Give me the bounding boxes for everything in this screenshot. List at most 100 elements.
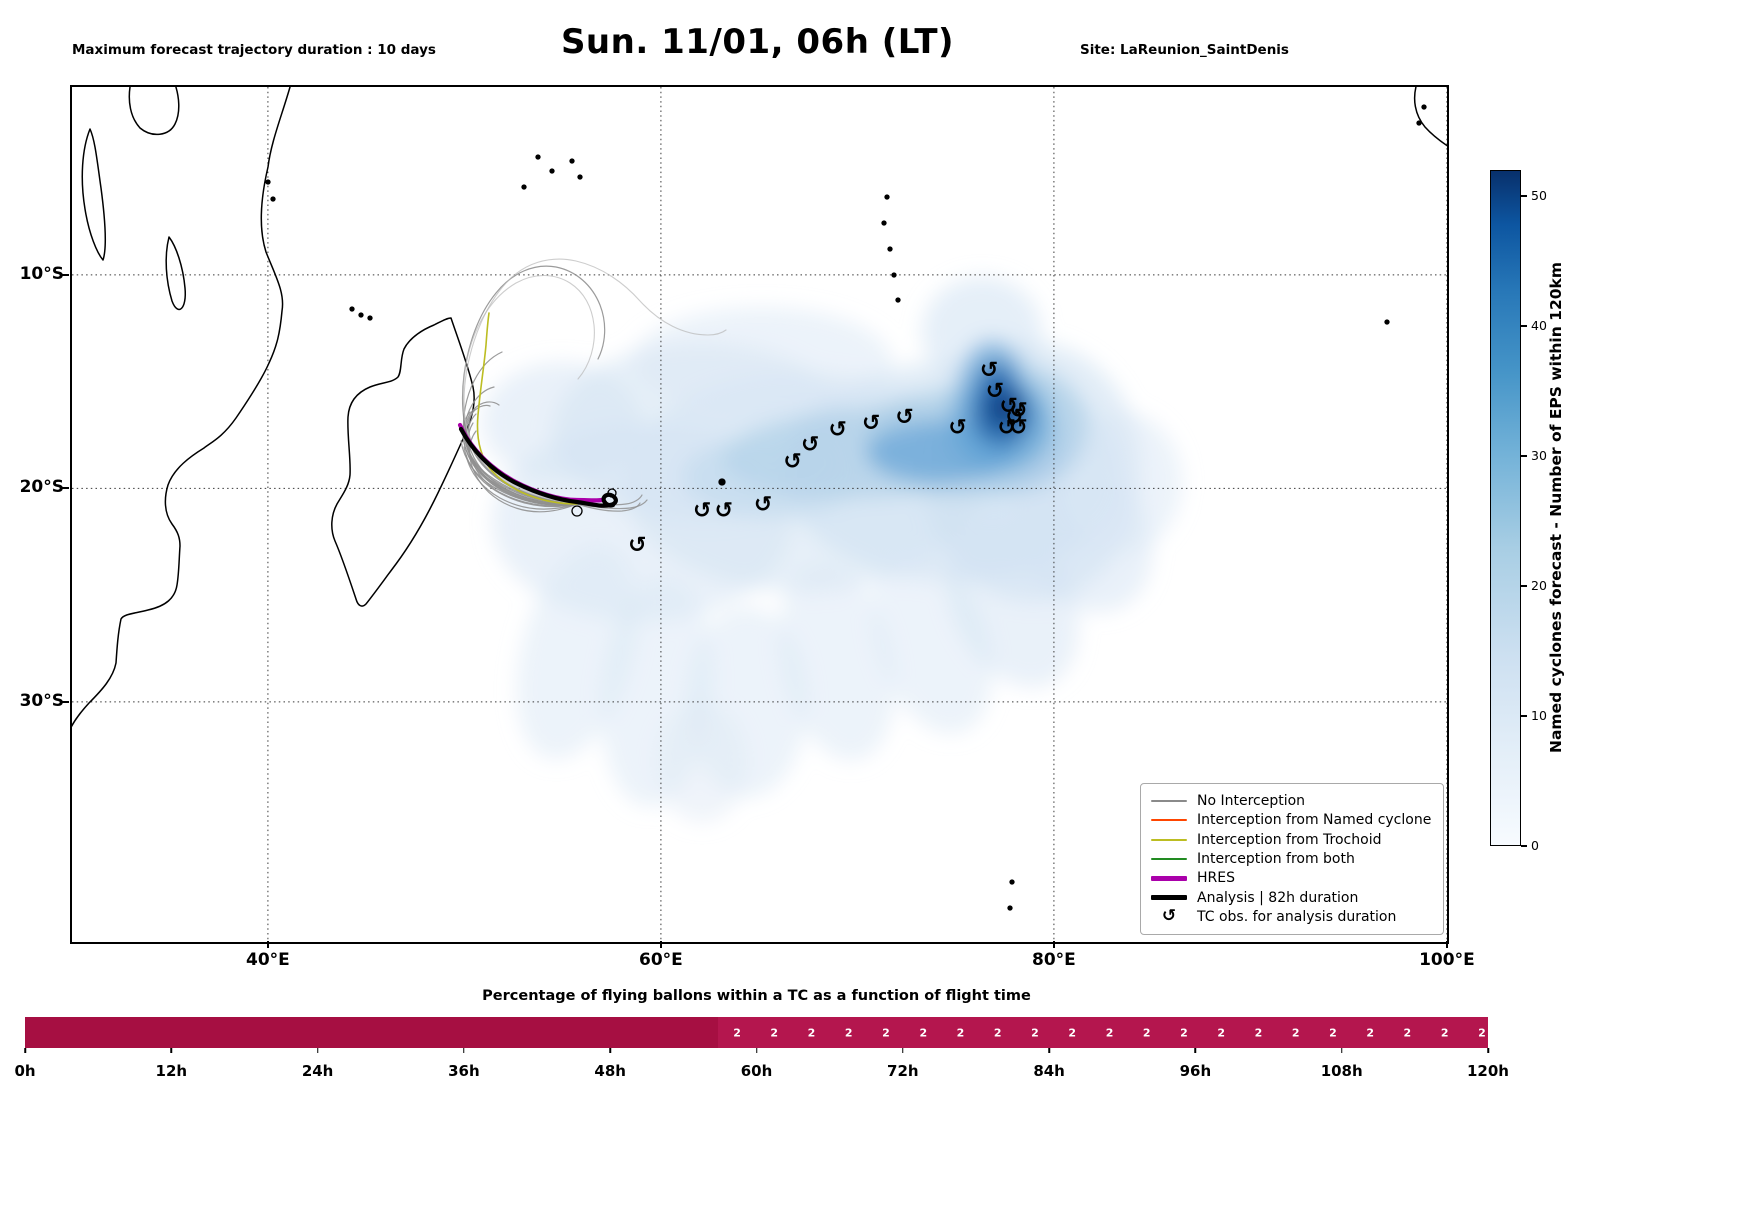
legend-line-sample [1151,875,1187,881]
hour-tick-label: 0h [14,1062,36,1080]
hour-tick-mark [1487,1048,1489,1053]
islet [358,312,364,318]
trajectory-layer [457,258,727,513]
legend-line-sample [1151,819,1187,822]
legend-line-sample [1151,857,1187,860]
map-svg: ↺↺ ↺ ↺↺↺↺ ↺ ↺ ↺↺↺↺↺↺↺↺ [72,87,1447,942]
legend-entry: ↺ TC obs. for analysis duration [1151,908,1433,926]
density-blob [682,437,862,517]
coastline [72,87,291,728]
colorbar-tick-mark [1521,715,1527,717]
bar-value-label: 2 [770,1026,779,1039]
hour-tick-label: 12h [155,1062,188,1080]
islet [884,194,890,200]
colorbar-gradient [1490,170,1521,846]
legend-entry: Analysis | 82h duration [1151,889,1433,907]
legend-entry: No Interception [1151,792,1433,810]
hour-tick-label: 120h [1467,1062,1509,1080]
hour-tick-label: 72h [887,1062,919,1080]
legend-line-sample [1151,857,1187,860]
legend-entry: Interception from both [1151,850,1433,868]
islet [577,174,583,180]
lat-label: 20°S [19,477,64,498]
tc-obs-marker: ↺ [999,394,1017,419]
timebar-right-segment [718,1017,1488,1048]
lon-tick-mark [659,941,662,948]
lon-tick-mark [1445,941,1448,948]
coastline [165,236,187,311]
colorbar-tick-label: 0 [1531,838,1539,853]
legend-entry-label: TC obs. for analysis duration [1197,908,1397,925]
coastline [128,87,180,136]
hour-tick-label: 36h [448,1062,480,1080]
islet [891,272,897,278]
islet [718,478,726,486]
legend-entry-label: No Interception [1197,793,1306,809]
tc-obs-marker: ↺ [801,433,819,458]
islet [881,220,887,226]
hour-tick-label: 96h [1179,1062,1212,1080]
hour-tick-label: 60h [740,1062,773,1080]
islet [569,158,575,164]
legend: No Interception Interception from Named c… [1140,783,1444,935]
density-blob-layer [482,277,1182,822]
density-blob [989,392,1019,426]
legend-entry-label: Interception from Named cyclone [1197,812,1432,829]
eps-trajectory [576,502,641,512]
bar-value-label: 2 [919,1026,928,1039]
timebar-title: Percentage of flying ballons within a TC… [482,988,1031,1004]
bar-value-label: 2 [1478,1026,1486,1039]
bar-value-label: 2 [1105,1026,1114,1039]
lon-label: 40°E [246,950,290,970]
islet [535,154,541,160]
legend-line-sample [1151,895,1187,901]
colorbar-tick-mark [1521,585,1527,587]
legend-line-sample [1151,875,1187,881]
lon-tick-mark [266,941,269,948]
lat-tick-mark [62,487,69,490]
hour-tick-mark [609,1048,611,1053]
trochoid-trajectory [476,312,578,505]
lon-label: 60°E [639,950,683,970]
bar-value-label: 2 [807,1026,816,1039]
page-title: Sun. 11/01, 06h (LT) [560,22,955,62]
header-left-line: Maximum forecast trajectory duration : 1… [72,42,436,58]
colorbar-tick-label: 20 [1531,578,1547,593]
colorbar-tick-mark [1521,325,1527,327]
tc-obs-marker: ↺ [986,379,1004,404]
tc-obs-marker: ↺ [1009,415,1027,440]
tc-obs-marker: ↺ [628,533,646,558]
density-blob [482,362,642,482]
density-blob [779,563,895,761]
header-right-line: Site: LaReunion_SaintDenis [1080,42,1289,58]
legend-line-sample [1151,838,1187,841]
colorbar-tick-mark [1521,455,1527,457]
hour-tick-label: 108h [1320,1062,1363,1080]
lat-tick-mark [62,273,69,276]
legend-entry: HRES [1151,869,1433,887]
hour-tick-mark [1048,1048,1050,1053]
legend-line-sample [1151,800,1187,802]
legend-entry-label: Analysis | 82h duration [1197,889,1359,906]
islet [1416,120,1422,126]
grid-layer [72,87,1447,942]
islet [549,168,555,174]
islet [887,246,893,252]
bar-value-label: 2 [844,1026,853,1039]
tc-obs-marker: ↺ [895,405,913,430]
islet [1009,879,1015,885]
legend-entry: Interception from Trochoid [1151,831,1433,849]
lon-label: 80°E [1032,950,1076,970]
islet [1421,104,1427,110]
bar-value-label: 2 [733,1026,741,1039]
hour-tick-mark [24,1048,26,1053]
hour-tick-mark [316,1048,319,1053]
bar-value-label: 2 [1031,1026,1039,1039]
hour-tick-mark [463,1048,465,1053]
islet [521,184,527,190]
eps-trajectory [461,265,606,505]
eps-trajectory [465,454,578,510]
map-area: ↺ ↺ ↺ ↺ ↺ ↺ ↺ ↺ ↺ ↺ ↺ ↺ ↺ ↺ ↺ ↺ ↺ No Interception Interce… [70,85,1449,944]
bar-value-label: 2 [1366,1026,1375,1039]
islet [270,196,276,202]
